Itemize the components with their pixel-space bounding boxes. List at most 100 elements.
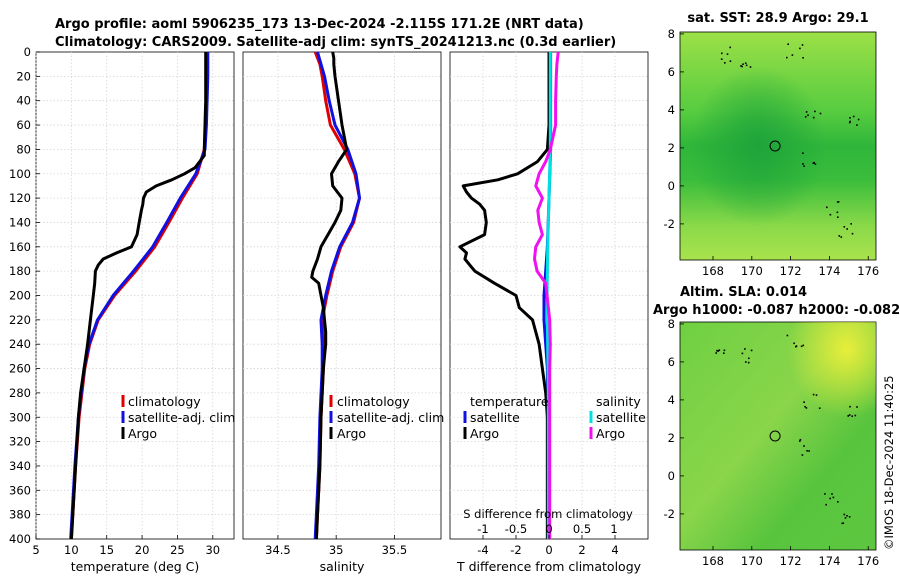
coastline-dot (851, 415, 853, 417)
diff-legend-sal-satellite: satellite (596, 410, 646, 425)
map-x-tick-label: 168 (702, 264, 724, 278)
coastline-dot (831, 493, 833, 495)
coastline-dot (829, 213, 832, 216)
map-y-tick-label: 0 (668, 179, 675, 193)
x-tick-label: 4 (611, 543, 618, 557)
coastline-dot (850, 223, 852, 225)
map-y-tick-label: 2 (668, 141, 675, 155)
coastline-dot (832, 496, 835, 499)
map-x-tick-label: 176 (857, 554, 879, 568)
coastline-dot (742, 63, 744, 65)
x-tick-label: 0 (545, 543, 552, 557)
y-tick-label: 160 (9, 240, 31, 254)
coastline-dot (802, 152, 804, 154)
coastline-dot (847, 415, 849, 417)
y-tick-label: 360 (9, 483, 31, 497)
coastline-dot (800, 345, 803, 348)
sla-coastline-dots (715, 334, 858, 525)
coastline-dot (799, 47, 801, 50)
coastline-dot (844, 517, 847, 519)
coastline-dot (741, 352, 744, 355)
s-tick-label: -1 (477, 522, 488, 536)
coastline-dot (741, 65, 743, 68)
coastline-dot (748, 357, 750, 360)
coastline-dot (829, 497, 831, 500)
map-y-tick-label: 8 (668, 317, 675, 331)
y-tick-label: 300 (9, 410, 31, 424)
sla-map-x-ticks: 168 170 172 174 176 (702, 546, 879, 568)
y-tick-label: 240 (9, 337, 31, 351)
sla-map-y-ticks: -2 0 2 4 6 8 (664, 317, 684, 521)
salinity-x-label: salinity (320, 559, 365, 574)
sla-map-title: Altim. SLA: 0.014 (680, 285, 807, 300)
coastline-dot (825, 503, 827, 506)
coastline-dot (849, 405, 851, 408)
map-x-tick-label: 174 (818, 554, 840, 568)
coastline-dot (842, 522, 845, 524)
salinity-x-ticks: 34.5 35 35.5 (265, 535, 407, 557)
map-y-tick-label: -2 (664, 217, 675, 231)
coastline-dot (795, 345, 798, 347)
coastline-dot (837, 216, 839, 218)
x-tick-label: 5 (32, 543, 39, 557)
y-tick-label: 280 (9, 386, 31, 400)
temperature-legend-argo: Argo (128, 426, 157, 441)
difference-x-ticks: -4 -2 0 2 4 (477, 535, 619, 557)
difference-legend: temperature salinity satellite Argo sate… (463, 394, 646, 441)
coastline-dot (848, 516, 851, 518)
coastline-dot (814, 163, 817, 165)
coastline-dot (813, 161, 815, 164)
coastline-dot (717, 350, 720, 352)
coastline-dot (805, 407, 808, 409)
coastline-dot (721, 52, 723, 55)
coastline-dot (848, 121, 851, 124)
coastline-dot (802, 344, 805, 347)
coastline-dot (716, 349, 718, 352)
y-tick-label: 220 (9, 313, 31, 327)
y-tick-label: 380 (9, 508, 31, 522)
map-y-tick-label: 4 (668, 103, 675, 117)
temperature-panel: 5 10 15 20 25 30 0 20 40 60 80 100 120 140 160 180 200 2… (9, 45, 235, 574)
coastline-dot (841, 522, 844, 525)
x-tick-label: 35 (329, 543, 344, 557)
s-tick-label: -0.5 (505, 522, 527, 536)
coastline-dot (815, 394, 818, 396)
coastline-dot (843, 513, 846, 516)
salinity-legend-climatology: climatology (337, 394, 410, 409)
y-tick-label: 260 (9, 362, 31, 376)
x-tick-label: 10 (64, 543, 79, 557)
map-y-tick-label: 2 (668, 431, 675, 445)
sst-map-panel: sat. SST: 28.9 Argo: 29.1 168 170 172 174 17… (664, 11, 880, 278)
coastline-dot (799, 440, 801, 442)
map-x-tick-label: 176 (857, 264, 879, 278)
y-tick-label: 340 (9, 459, 31, 473)
coastline-dot (750, 349, 753, 352)
coastline-dot (799, 438, 802, 441)
y-tick-label: 200 (9, 289, 31, 303)
y-tick-label: 320 (9, 435, 31, 449)
coastline-dot (843, 226, 846, 228)
coastline-dot (812, 393, 815, 396)
coastline-dot (726, 53, 729, 55)
coastline-dot (818, 407, 821, 409)
coastline-dot (791, 54, 794, 56)
coastline-dot (826, 206, 828, 209)
y-tick-label: 60 (16, 118, 31, 132)
coastline-dot (814, 110, 816, 113)
coastline-dot (806, 450, 808, 452)
temperature-legend-satellite: satellite-adj. clim (128, 410, 235, 425)
coastline-dot (729, 60, 732, 62)
temperature-legend: climatology satellite-adj. clim Argo (121, 394, 235, 441)
coastline-dot (807, 114, 809, 116)
coastline-dot (837, 201, 840, 203)
series-line-argo (310, 51, 349, 540)
coastline-dot (786, 334, 789, 337)
y-tick-label: 120 (9, 191, 31, 205)
x-tick-label: 2 (578, 543, 585, 557)
series-line-salinity-argo (533, 51, 560, 539)
temperature-legend-climatology: climatology (128, 394, 201, 409)
x-tick-label: 35.5 (382, 543, 408, 557)
coastline-dot (793, 342, 795, 345)
sla-map-high-anomaly (680, 322, 876, 550)
